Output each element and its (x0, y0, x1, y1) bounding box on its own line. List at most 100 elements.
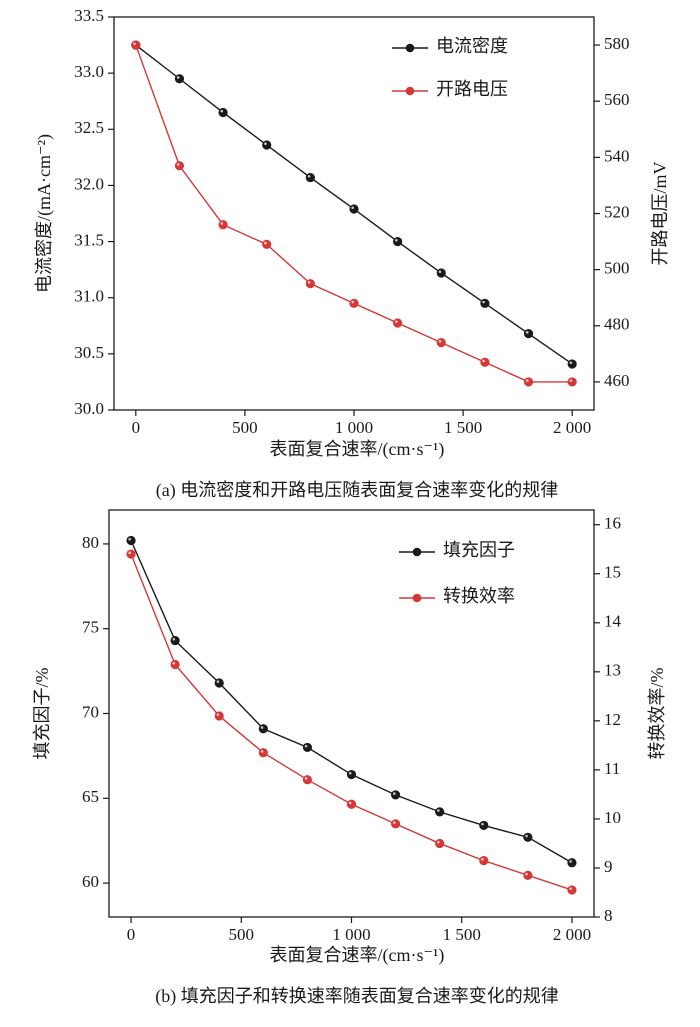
data-point-highlight (220, 222, 224, 225)
y2-tick-label: 560 (604, 90, 630, 109)
y2-tick-label: 460 (604, 371, 630, 390)
y-tick-label: 75 (82, 618, 99, 637)
data-point-highlight (351, 300, 355, 304)
series-secondary (131, 40, 577, 387)
y-tick-label: 65 (82, 787, 99, 806)
data-point (436, 268, 446, 278)
x-tick-label: 2 000 (553, 925, 591, 944)
y2-tick-label: 540 (604, 146, 630, 165)
data-point-highlight (307, 281, 311, 284)
legend-marker (405, 43, 415, 53)
y-tick-label: 30.0 (74, 399, 104, 418)
data-point-highlight (176, 76, 180, 79)
data-point (390, 790, 401, 800)
data-point (523, 870, 533, 880)
data-point-highlight (216, 680, 220, 683)
data-point-highlight (133, 42, 136, 46)
data-point (174, 74, 185, 84)
data-point-highlight (304, 777, 308, 780)
data-point (567, 858, 577, 868)
y2-tick-label: 9 (604, 857, 613, 876)
y2-tick-label: 10 (604, 808, 621, 827)
y-tick-label: 33.5 (74, 6, 104, 25)
legend-marker (405, 86, 415, 96)
data-point (214, 711, 224, 721)
y2-axis-title: 转换效率/% (647, 667, 667, 759)
data-point-highlight (176, 163, 180, 166)
data-point-highlight (216, 713, 220, 716)
legend-entry: 开路电压 (392, 79, 508, 99)
data-point (480, 357, 490, 367)
data-point-highlight (395, 238, 398, 242)
data-point-highlight (569, 860, 572, 863)
data-point (218, 107, 228, 118)
legend-entry: 填充因子 (399, 540, 515, 560)
data-point (126, 535, 136, 546)
data-point-highlight (525, 872, 528, 876)
data-point (479, 820, 489, 831)
x-tick-label: 1 000 (335, 418, 373, 437)
data-point (218, 220, 228, 230)
data-point-highlight (569, 887, 572, 891)
y2-tick-label: 12 (604, 710, 621, 729)
data-point-highlight (395, 320, 398, 323)
data-point (349, 204, 359, 214)
data-point-highlight (392, 821, 396, 824)
data-point (567, 359, 577, 369)
y-tick-label: 32.0 (74, 174, 104, 193)
data-point-highlight (569, 361, 573, 364)
data-point-highlight (260, 750, 264, 753)
data-point (126, 549, 136, 559)
data-point (567, 377, 577, 387)
y2-tick-label: 14 (604, 612, 622, 631)
data-point-highlight (172, 637, 176, 641)
data-point-highlight (264, 142, 267, 146)
series-primary (126, 535, 577, 868)
data-point-highlight (264, 241, 267, 245)
data-point-highlight (437, 809, 440, 812)
y2-tick-label: 15 (604, 563, 621, 582)
data-point (390, 819, 401, 829)
data-point (262, 140, 272, 150)
data-point-highlight (569, 379, 573, 382)
data-point (258, 724, 268, 734)
data-point-highlight (220, 109, 224, 113)
y-tick-label: 60 (82, 872, 99, 891)
data-point-highlight (525, 379, 529, 382)
data-point-highlight (348, 771, 352, 775)
x-axis-title: 表面复合速率/(cm·s⁻¹) (270, 945, 445, 966)
data-point (349, 298, 359, 308)
legend-label: 填充因子 (443, 540, 515, 560)
y-tick-label: 30.5 (74, 343, 104, 362)
data-point (302, 742, 313, 753)
data-point-highlight (392, 792, 396, 795)
x-axis-title: 表面复合速率/(cm·s⁻¹) (270, 439, 445, 460)
data-point (523, 329, 534, 339)
data-point (480, 298, 490, 308)
data-point (567, 885, 577, 895)
y-tick-label: 80 (82, 533, 99, 552)
x-tick-label: 1 000 (332, 925, 370, 944)
data-point (302, 775, 313, 785)
data-point (262, 239, 272, 249)
data-point-highlight (351, 206, 355, 210)
legend-entry: 转换效率 (399, 586, 515, 606)
data-point-highlight (307, 174, 311, 178)
data-point (523, 377, 534, 387)
y2-tick-label: 580 (604, 34, 630, 53)
data-point-highlight (128, 537, 132, 541)
y2-tick-label: 8 (604, 906, 613, 925)
data-point-highlight (128, 551, 132, 555)
data-point (305, 172, 315, 183)
series-secondary (126, 549, 577, 895)
data-point-highlight (304, 744, 308, 748)
data-point (393, 236, 403, 247)
data-point-highlight (172, 661, 176, 665)
data-point (305, 279, 315, 289)
data-point (523, 832, 533, 842)
y2-tick-label: 11 (604, 759, 620, 778)
data-point-highlight (481, 822, 484, 826)
data-point (435, 838, 445, 849)
data-point (435, 807, 445, 817)
y-tick-label: 31.5 (74, 230, 104, 249)
